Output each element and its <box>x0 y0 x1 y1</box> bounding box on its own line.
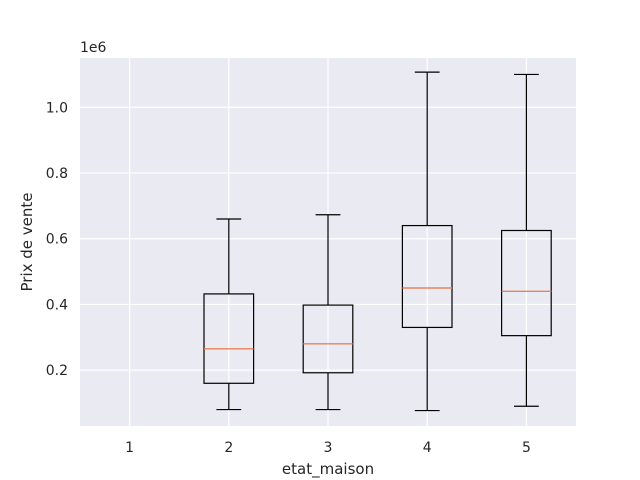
boxes <box>203 71 552 412</box>
box-4 <box>401 71 453 412</box>
iqr-box <box>203 293 255 384</box>
x-tick-label: 2 <box>224 440 233 456</box>
y-tick-label: 0.2 <box>46 363 68 379</box>
x-tick-label: 4 <box>423 440 432 456</box>
y-tick-label: 0.6 <box>46 232 68 248</box>
box-3 <box>302 214 354 411</box>
y-tick-label: 1.0 <box>46 100 68 116</box>
y-grid <box>80 106 576 371</box>
iqr-box <box>501 229 552 337</box>
y-offset-label: 1e6 <box>80 40 107 56</box>
y-tick-labels: 0.2 0.4 0.6 0.8 1.0 <box>46 100 68 379</box>
y-tick-label: 0.8 <box>46 166 68 182</box>
x-tick-label: 1 <box>125 440 134 456</box>
x-tick-labels: 1 2 3 4 5 <box>125 440 531 456</box>
x-tick-label: 5 <box>522 440 531 456</box>
iqr-box <box>401 224 453 329</box>
y-tick-label: 0.4 <box>46 297 68 313</box>
iqr-box <box>302 304 354 374</box>
box-5 <box>501 73 552 407</box>
box-2 <box>203 218 255 411</box>
x-tick-label: 3 <box>324 440 333 456</box>
x-axis-label: etat_maison <box>282 460 374 479</box>
y-axis-label: Prix de vente <box>18 192 36 291</box>
